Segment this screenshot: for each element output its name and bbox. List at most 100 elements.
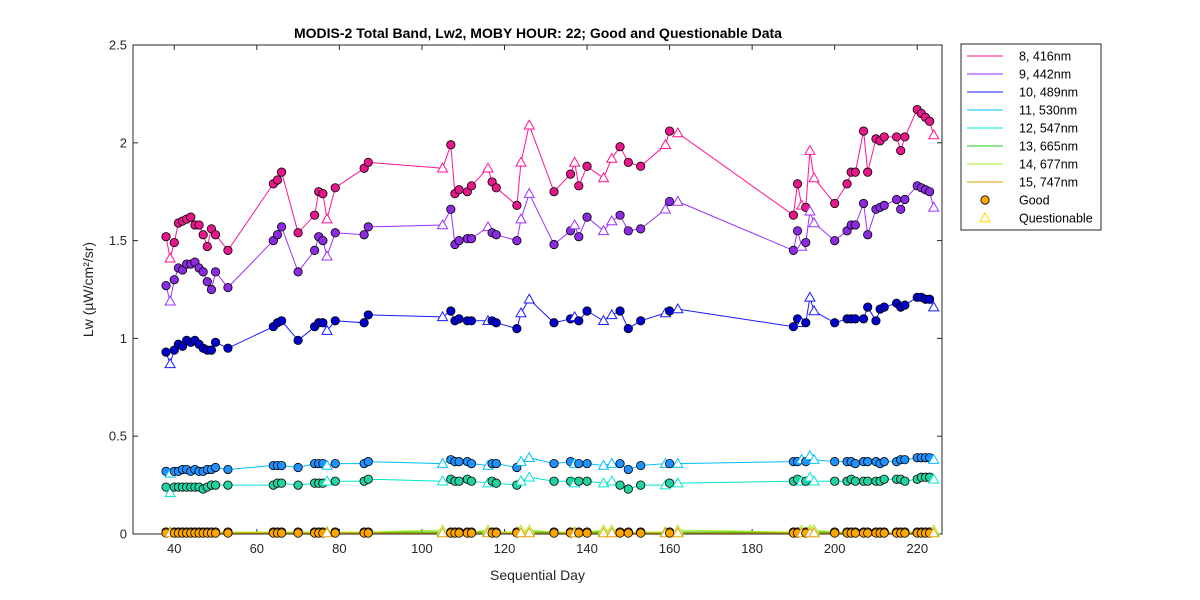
- good-point: [161, 347, 171, 357]
- questionable-point: [523, 119, 536, 130]
- good-point: [623, 157, 633, 167]
- questionable-point: [605, 475, 618, 486]
- questionable-point: [164, 295, 177, 306]
- good-point: [830, 236, 840, 246]
- good-point: [863, 476, 873, 486]
- questionable-point: [927, 301, 940, 312]
- good-point: [574, 476, 584, 486]
- questionable-point: [597, 314, 610, 326]
- good-point: [582, 161, 592, 171]
- good-point: [330, 528, 340, 538]
- good-point: [925, 187, 935, 197]
- good-point: [900, 528, 910, 538]
- good-point: [925, 116, 935, 126]
- good-point: [446, 306, 456, 316]
- good-point: [863, 457, 873, 467]
- x-tick-label: 40: [167, 541, 181, 556]
- questionable-point: [605, 152, 618, 163]
- good-point: [194, 220, 204, 230]
- good-point: [512, 236, 522, 246]
- good-point: [615, 480, 625, 490]
- good-point: [223, 480, 233, 490]
- good-point: [863, 230, 873, 240]
- series-marker-group: [161, 291, 940, 369]
- series-marker-group: [161, 104, 940, 263]
- good-point: [615, 210, 625, 220]
- good-point: [206, 284, 217, 295]
- questionable-point: [568, 156, 581, 167]
- good-point: [446, 140, 456, 150]
- good-point: [549, 187, 559, 197]
- good-point: [801, 318, 811, 328]
- questionable-point: [808, 453, 820, 464]
- questionable-point: [164, 252, 177, 263]
- good-point: [879, 474, 889, 484]
- series-marker-group: [161, 449, 940, 478]
- series-marker-group: [161, 471, 940, 498]
- questionable-point: [659, 138, 672, 150]
- good-point: [210, 528, 221, 538]
- good-point: [491, 318, 501, 328]
- good-point: [202, 277, 212, 287]
- good-point: [330, 476, 340, 486]
- good-point: [223, 245, 233, 255]
- questionable-point: [523, 451, 536, 462]
- good-point: [223, 464, 233, 475]
- good-point: [272, 175, 283, 185]
- good-point: [879, 528, 889, 538]
- questionable-point: [164, 486, 177, 498]
- good-point: [664, 478, 675, 488]
- good-point: [792, 179, 803, 189]
- questionable-point: [808, 216, 820, 228]
- good-point: [900, 455, 910, 465]
- good-point: [900, 476, 910, 486]
- y-tick-label: 1.5: [109, 233, 127, 248]
- good-point: [318, 318, 328, 328]
- questionable-point: [321, 459, 333, 470]
- good-point: [863, 528, 873, 538]
- questionable-point: [321, 527, 333, 538]
- questionable-point: [804, 144, 816, 155]
- good-point: [318, 236, 328, 246]
- y-tick-label: 2: [120, 135, 127, 150]
- questionable-point: [321, 213, 333, 224]
- questionable-point: [321, 475, 333, 486]
- good-point: [574, 528, 584, 538]
- good-point: [623, 528, 633, 538]
- legend-label: Questionable: [1019, 212, 1093, 226]
- good-point: [582, 476, 592, 486]
- questionable-point: [605, 457, 618, 468]
- good-point: [636, 528, 646, 538]
- x-tick-label: 180: [741, 541, 763, 556]
- legend-questionable-marker: [979, 211, 991, 223]
- good-point: [359, 230, 369, 240]
- good-point: [879, 200, 889, 210]
- good-point: [293, 228, 303, 238]
- questionable-point: [659, 203, 672, 214]
- good-point: [491, 183, 501, 193]
- good-point: [549, 476, 559, 486]
- good-point: [792, 226, 803, 236]
- good-point: [512, 324, 522, 334]
- good-point: [788, 210, 799, 220]
- x-tick-label: 80: [332, 541, 346, 556]
- questionable-point: [597, 477, 610, 488]
- questionable-point: [515, 527, 527, 538]
- good-point: [293, 462, 303, 473]
- questionable-point: [515, 213, 527, 224]
- y-tick-label: 1: [120, 331, 127, 346]
- good-point: [210, 267, 221, 277]
- good-point: [202, 241, 212, 252]
- good-point: [574, 232, 584, 242]
- series-markers: [161, 104, 940, 538]
- good-point: [363, 222, 373, 232]
- good-point: [664, 196, 675, 207]
- good-point: [830, 528, 840, 538]
- good-point: [871, 316, 881, 326]
- good-point: [330, 458, 340, 469]
- questionable-point: [808, 475, 820, 486]
- good-point: [664, 126, 675, 136]
- good-point: [896, 146, 906, 156]
- good-point: [276, 478, 287, 488]
- good-point: [830, 476, 840, 486]
